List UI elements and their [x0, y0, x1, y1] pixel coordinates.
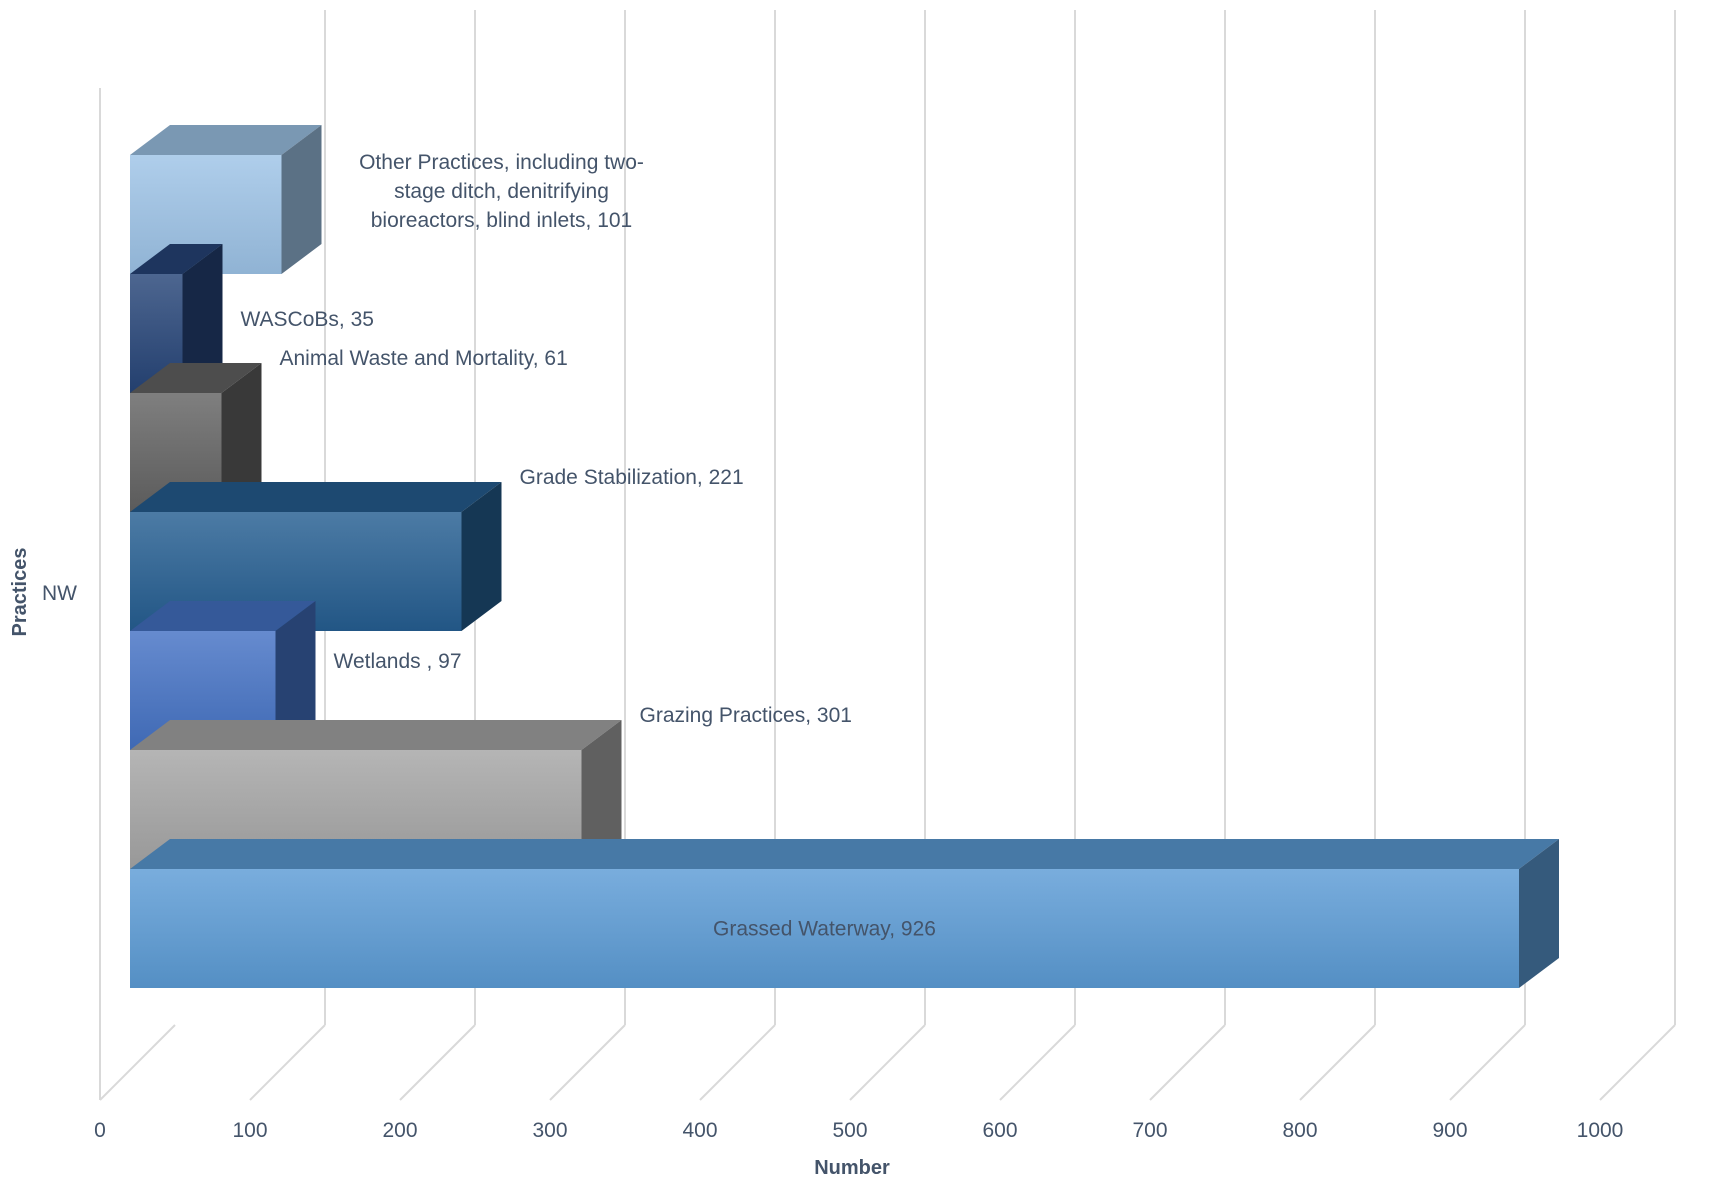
bar-top-face	[130, 601, 316, 631]
floor-gridline	[1299, 1024, 1376, 1101]
x-tick-label: 100	[232, 1119, 267, 1142]
data-label: Grade Stabilization, 221	[520, 466, 744, 489]
x-tick-label: 200	[382, 1119, 417, 1142]
x-axis-ticks: 0 100 200 300 400 500 600 700 800 900 1000	[94, 1119, 1623, 1142]
data-label-line: Grade Stabilization, 221	[520, 466, 744, 489]
data-label-line: stage ditch, denitrifying	[394, 180, 609, 203]
data-label: Grazing Practices, 301	[640, 704, 852, 727]
bar-side-face	[461, 482, 502, 631]
x-tick-label: 1000	[1577, 1119, 1624, 1142]
bar-side-face	[182, 244, 223, 393]
bar-7	[130, 125, 322, 274]
data-label-line: bioreactors, blind inlets, 101	[371, 209, 633, 232]
data-label: Animal Waste and Mortality, 61	[280, 347, 568, 370]
bar-side-face	[221, 363, 262, 512]
floor-gridline	[1149, 1024, 1226, 1101]
x-axis-title: Number	[814, 1157, 890, 1179]
bar-6	[130, 244, 223, 393]
data-label-line: Other Practices, including two-	[359, 151, 644, 174]
bar-top-face	[130, 125, 322, 155]
data-label-line: WASCoBs, 35	[241, 308, 374, 331]
bar-1	[130, 839, 1559, 988]
data-label-line: Animal Waste and Mortality, 61	[280, 347, 568, 370]
data-label: Grassed Waterway, 926	[713, 918, 936, 941]
x-tick-label: 700	[1132, 1119, 1167, 1142]
floor-gridline	[99, 1024, 176, 1101]
floor-gridline	[1449, 1024, 1526, 1101]
x-tick-label: 900	[1432, 1119, 1467, 1142]
data-labels: Other Practices, including two-stage dit…	[241, 151, 936, 941]
floor-gridline	[549, 1024, 626, 1101]
floor-gridline	[399, 1024, 476, 1101]
y-axis-title: Practices	[9, 548, 31, 637]
floor-gridline	[249, 1024, 326, 1101]
bar-top-face	[130, 839, 1559, 869]
data-label-line: Wetlands , 97	[334, 650, 462, 673]
x-tick-label: 800	[1282, 1119, 1317, 1142]
x-tick-label: 400	[682, 1119, 717, 1142]
floor-gridline	[699, 1024, 776, 1101]
data-label: WASCoBs, 35	[241, 308, 374, 331]
x-tick-label: 500	[832, 1119, 867, 1142]
x-tick-label: 300	[532, 1119, 567, 1142]
bar-side-face	[281, 125, 322, 274]
bar-side-face	[1519, 839, 1559, 988]
x-tick-label: 0	[94, 1119, 106, 1142]
floor-gridline	[849, 1024, 926, 1101]
data-label: Other Practices, including two-stage dit…	[359, 151, 644, 232]
bars	[130, 125, 1559, 988]
floor-gridline	[999, 1024, 1076, 1101]
bar-top-face	[130, 244, 223, 274]
bar-top-face	[130, 482, 502, 512]
floor-gridline	[1599, 1024, 1676, 1101]
data-label: Wetlands , 97	[334, 650, 462, 673]
data-label-line: Grassed Waterway, 926	[713, 918, 936, 941]
bar-top-face	[130, 720, 622, 750]
x-tick-label: 600	[982, 1119, 1017, 1142]
bar-front-face	[130, 869, 1519, 988]
bar-top-face	[130, 363, 262, 393]
data-label-line: Grazing Practices, 301	[640, 704, 852, 727]
bar-side-face	[275, 601, 316, 750]
category-label: NW	[42, 582, 77, 605]
bar-side-face	[581, 720, 622, 869]
